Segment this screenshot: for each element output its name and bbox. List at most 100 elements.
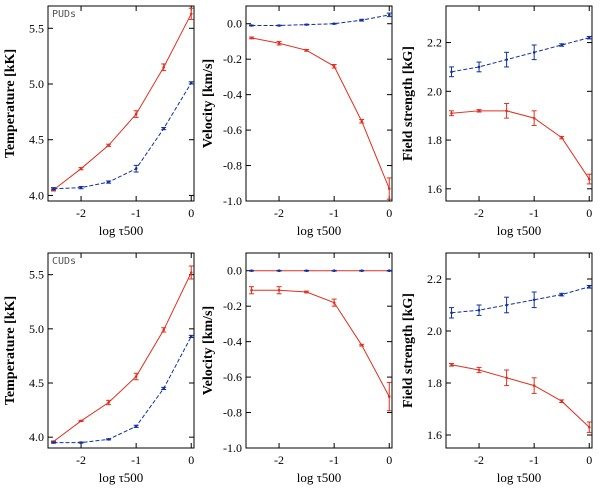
y-tick-label: -0.8 bbox=[223, 159, 242, 173]
data-point bbox=[560, 136, 563, 139]
data-point bbox=[277, 41, 281, 45]
data-point bbox=[134, 375, 138, 378]
y-tick-label: 1.6 bbox=[427, 182, 442, 196]
data-point bbox=[305, 23, 308, 26]
y-tick-label: -0.6 bbox=[223, 123, 242, 137]
y-tick-label: -0.2 bbox=[223, 52, 242, 66]
y-axis-label: Velocity [km/s] bbox=[201, 59, 216, 148]
data-point bbox=[505, 109, 508, 113]
x-tick-label: -1 bbox=[529, 206, 539, 220]
series-line-blue bbox=[451, 37, 590, 73]
data-point bbox=[79, 167, 83, 170]
y-tick-label: 5.5 bbox=[29, 21, 44, 35]
x-tick-label: -2 bbox=[274, 206, 284, 220]
x-tick-label: 0 bbox=[188, 206, 194, 220]
y-tick-label: -0.2 bbox=[223, 299, 242, 313]
data-point bbox=[505, 303, 508, 307]
data-point bbox=[587, 285, 591, 289]
data-point bbox=[189, 335, 193, 338]
data-point bbox=[587, 177, 591, 181]
y-axis-label: Temperature [kK] bbox=[3, 49, 18, 158]
data-point bbox=[560, 399, 563, 403]
data-point bbox=[532, 298, 536, 302]
data-point bbox=[360, 119, 363, 123]
chart-panel-0: -2 -1 0 4.0 4.5 5.0 5.5 Temperature [kK] log τ50… bbox=[3, 5, 195, 238]
data-point bbox=[189, 12, 193, 16]
series-line-red bbox=[53, 13, 192, 191]
y-tick-label: 2.0 bbox=[427, 324, 442, 338]
y-tick-label: -0.4 bbox=[223, 335, 242, 349]
data-point bbox=[250, 269, 253, 273]
y-tick-label: 2.2 bbox=[427, 272, 442, 286]
data-point bbox=[360, 269, 363, 273]
series-line-blue bbox=[53, 82, 192, 190]
data-point bbox=[532, 384, 536, 387]
chart-panel-1: -2 -1 0 -1.0 -0.8 -0.6 -0.4 -0.2 0.0 Velocity [km… bbox=[201, 5, 393, 238]
y-tick-label: 0.0 bbox=[227, 17, 242, 31]
x-tick-label: -1 bbox=[529, 453, 539, 467]
data-point bbox=[450, 111, 453, 115]
y-axis-label: Velocity [km/s] bbox=[201, 306, 216, 395]
y-tick-label: 5.5 bbox=[29, 268, 44, 282]
panel-tag-cuds: CUDs bbox=[52, 256, 76, 267]
x-tick-label: -2 bbox=[76, 206, 86, 220]
data-point bbox=[107, 143, 110, 147]
y-tick-label: 5.0 bbox=[29, 77, 44, 91]
x-tick-label: 0 bbox=[188, 453, 194, 467]
chart-panel-3: -2 -1 0 4.0 4.5 5.0 5.5 Temperature [kK] log τ50… bbox=[3, 252, 195, 485]
data-point bbox=[162, 127, 165, 130]
data-point bbox=[360, 18, 363, 22]
data-point bbox=[360, 343, 363, 347]
data-point bbox=[560, 293, 563, 296]
data-point bbox=[305, 290, 308, 294]
plot-frame bbox=[445, 5, 593, 202]
data-point bbox=[505, 58, 508, 61]
data-point bbox=[332, 22, 336, 26]
data-point bbox=[532, 116, 536, 120]
plot-frame bbox=[47, 252, 195, 449]
data-point bbox=[387, 395, 391, 398]
data-point bbox=[189, 271, 193, 274]
data-point bbox=[387, 187, 391, 190]
series-line-red bbox=[53, 272, 192, 442]
data-point bbox=[162, 65, 165, 69]
y-tick-label: -0.4 bbox=[223, 88, 242, 102]
data-point bbox=[277, 269, 281, 273]
data-point bbox=[560, 43, 563, 47]
data-point bbox=[52, 187, 55, 191]
data-point bbox=[250, 288, 253, 292]
data-point bbox=[79, 419, 83, 423]
data-point bbox=[277, 24, 281, 27]
data-point bbox=[477, 65, 481, 69]
y-tick-label: 4.5 bbox=[29, 376, 44, 390]
y-tick-label: 1.8 bbox=[427, 376, 442, 390]
y-axis-label: Field strength [kG] bbox=[401, 293, 416, 408]
chart-panel-2: -2 -1 0 1.6 1.8 2.0 2.2 Field strength [kG] log … bbox=[401, 5, 593, 238]
plot-frame bbox=[245, 252, 393, 449]
data-point bbox=[477, 109, 481, 113]
x-tick-label: -1 bbox=[131, 453, 141, 467]
data-point bbox=[387, 13, 391, 17]
data-point bbox=[450, 70, 453, 74]
data-point bbox=[79, 186, 83, 189]
x-axis-label: log τ500 bbox=[297, 470, 342, 485]
data-point bbox=[107, 438, 110, 441]
data-point bbox=[587, 425, 591, 429]
x-tick-label: -2 bbox=[474, 206, 484, 220]
plot-frame bbox=[47, 5, 195, 202]
data-point bbox=[134, 167, 138, 170]
data-point bbox=[387, 269, 391, 273]
data-point bbox=[162, 387, 165, 390]
data-point bbox=[477, 308, 481, 312]
x-tick-label: 0 bbox=[586, 206, 592, 220]
y-tick-label: 1.8 bbox=[427, 133, 442, 147]
y-tick-label: 1.6 bbox=[427, 428, 442, 442]
y-tick-label: 5.0 bbox=[29, 322, 44, 336]
data-point bbox=[189, 81, 193, 85]
series-line-red bbox=[251, 289, 390, 397]
series-line-blue bbox=[251, 14, 390, 26]
data-point bbox=[250, 36, 253, 40]
series-line-red bbox=[451, 110, 590, 180]
x-axis-label: log τ500 bbox=[497, 223, 542, 238]
